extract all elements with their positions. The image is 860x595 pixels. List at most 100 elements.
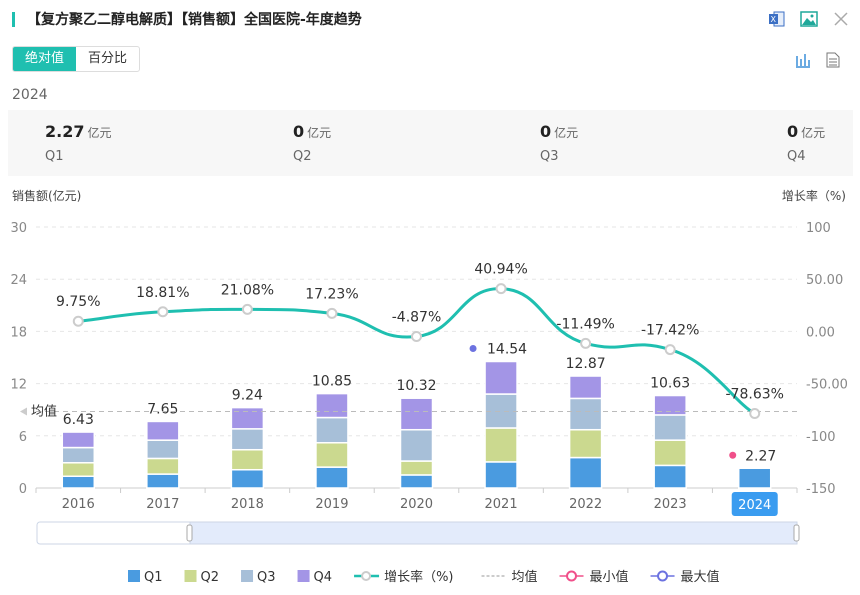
total-label: 12.87 (566, 356, 606, 372)
x-tick-label: 2017 (146, 497, 179, 512)
bar-q1[interactable] (653, 464, 687, 489)
growth-point[interactable] (749, 407, 761, 419)
bar-q4[interactable] (230, 406, 265, 430)
bar-q3[interactable] (146, 439, 180, 460)
image-export-icon[interactable] (800, 10, 818, 28)
bar-q4[interactable] (568, 375, 603, 400)
growth-label: 18.81% (136, 285, 189, 301)
total-label: 10.63 (650, 376, 690, 392)
bar-q1[interactable] (399, 474, 434, 489)
growth-point[interactable] (664, 344, 676, 356)
legend-item[interactable]: Q4 (314, 570, 333, 585)
x-tick-label[interactable]: 2024 (738, 498, 771, 513)
growth-point[interactable] (495, 283, 507, 295)
tab-absolute[interactable]: 绝对值 (13, 47, 77, 71)
bar-q1[interactable] (568, 456, 603, 489)
legend-item[interactable]: 增长率（%) (384, 569, 453, 585)
y-tick-label: 6 (19, 430, 27, 445)
total-label: 14.54 (487, 342, 527, 358)
growth-line (78, 287, 756, 415)
x-tick-label: 2016 (62, 497, 95, 512)
bar-q2[interactable] (399, 460, 434, 476)
y-tick-label: 30 (10, 221, 27, 236)
legend-item[interactable]: 均值 (512, 569, 538, 585)
bar-q4[interactable] (61, 431, 96, 449)
datazoom-selection[interactable] (189, 521, 798, 545)
bar-q3[interactable] (568, 397, 603, 431)
q3-value: 0 (540, 122, 552, 141)
close-icon[interactable] (832, 10, 850, 28)
growth-point[interactable] (580, 337, 592, 349)
growth-point[interactable] (411, 330, 422, 342)
summary-year: 2024 (12, 87, 48, 103)
legend-min-icon (566, 570, 578, 582)
bar-q4[interactable] (399, 397, 434, 431)
y-tick-label: 0 (19, 482, 27, 497)
bar-q3[interactable] (61, 446, 96, 464)
legend-swatch-q4[interactable] (297, 570, 310, 582)
total-label: 10.32 (396, 378, 436, 394)
legend-item[interactable]: Q2 (201, 570, 220, 585)
growth-label: -11.49% (556, 316, 614, 332)
bar-q4[interactable] (146, 420, 180, 441)
legend-item[interactable]: Q3 (257, 570, 276, 585)
growth-point[interactable] (157, 306, 169, 318)
legend-swatch-q3[interactable] (241, 570, 254, 582)
x-tick-label: 2023 (654, 497, 687, 512)
max-marker (469, 345, 477, 353)
summary-q3: 0 亿元 Q3 (540, 122, 578, 164)
y2-tick-label: -50.00 (806, 378, 848, 393)
legend-item[interactable]: Q1 (144, 570, 163, 585)
bar-q3[interactable] (230, 428, 265, 451)
mode-toggle: 绝对值 百分比 (12, 46, 141, 72)
growth-label: -17.42% (641, 323, 699, 339)
bar-q1[interactable] (484, 461, 518, 489)
legend-item[interactable]: 最大值 (681, 569, 720, 585)
bar-q3[interactable] (653, 414, 687, 441)
bar-q4[interactable] (653, 394, 687, 416)
datazoom-handle-left[interactable] (186, 524, 193, 542)
bar-q2[interactable] (230, 448, 265, 471)
bar-q1[interactable] (146, 473, 180, 489)
growth-point[interactable] (241, 303, 253, 315)
document-icon[interactable] (824, 51, 842, 69)
legend-swatch-q2[interactable] (184, 570, 197, 582)
bar-q1[interactable] (230, 468, 265, 489)
q1-label: Q1 (45, 149, 64, 164)
bar-q1[interactable] (315, 466, 349, 489)
y2-tick-label: 0.00 (806, 325, 835, 340)
q4-value: 0 (787, 122, 799, 141)
bar-q2[interactable] (568, 428, 603, 459)
growth-point[interactable] (72, 315, 84, 327)
legend-item[interactable]: 最小值 (590, 569, 629, 585)
growth-label: 40.94% (474, 262, 527, 278)
bar-q3[interactable] (315, 416, 349, 444)
total-label: 6.43 (63, 412, 94, 428)
excel-export-icon[interactable]: X (768, 10, 786, 28)
x-tick-label: 2022 (569, 497, 602, 512)
bar-q2[interactable] (315, 442, 349, 468)
growth-label: 9.75% (56, 294, 100, 310)
tab-percent[interactable]: 百分比 (88, 51, 128, 66)
bar-q2[interactable] (146, 457, 180, 475)
bar-q1[interactable] (61, 475, 96, 489)
unit: 亿元 (554, 126, 579, 140)
bar-q1[interactable] (737, 467, 772, 489)
bar-q3[interactable] (399, 428, 434, 462)
y2-tick-label: 100 (806, 221, 831, 236)
x-tick-label: 2021 (485, 497, 518, 512)
growth-label: 21.08% (221, 282, 274, 298)
svg-text:X: X (771, 15, 777, 24)
bar-q4[interactable] (484, 360, 518, 395)
bar-q2[interactable] (653, 439, 687, 467)
growth-point[interactable] (326, 307, 338, 319)
legend-swatch-q1[interactable] (128, 570, 140, 582)
bar-q4[interactable] (315, 392, 349, 419)
y-tick-label: 24 (10, 273, 27, 288)
y2-tick-label: -100 (806, 430, 836, 445)
datazoom-handle-right[interactable] (793, 524, 800, 542)
selected-category-badge (731, 492, 778, 516)
bar-q2[interactable] (484, 427, 518, 463)
bar-q2[interactable] (61, 462, 96, 478)
bar-chart-icon[interactable] (794, 51, 812, 69)
